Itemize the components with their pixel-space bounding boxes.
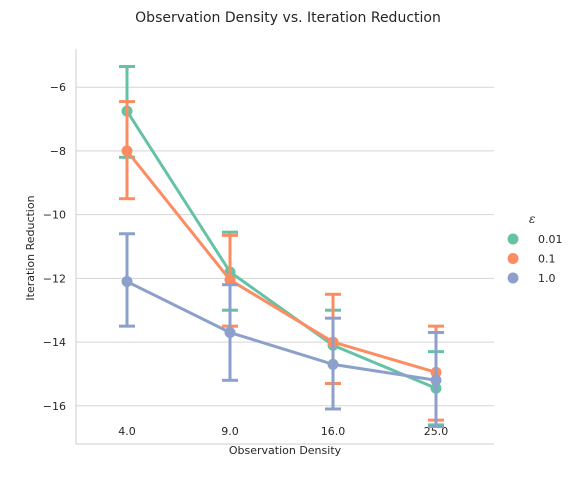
data-point (224, 327, 236, 339)
legend-marker (507, 233, 519, 245)
legend-label: 0.01 (538, 233, 563, 246)
y-tick-label: −6 (50, 81, 66, 94)
y-tick-label: −16 (43, 400, 66, 413)
series-line (125, 149, 437, 374)
legend-item-1.0: 1.0 (507, 272, 556, 285)
legend-items: 0.01 0.1 1.0 (507, 233, 563, 285)
gridlines (76, 86, 494, 407)
series-line (125, 110, 437, 390)
legend-label: 0.1 (538, 253, 556, 266)
legend: ε 0.01 0.1 1.0 (507, 212, 563, 285)
legend-title: ε (529, 212, 535, 226)
chart-title: Observation Density vs. Iteration Reduct… (135, 10, 441, 26)
x-axis-label: Observation Density (229, 444, 342, 457)
x-tick-label: 25.0 (424, 425, 449, 438)
y-axis-label: Iteration Reduction (24, 195, 37, 300)
data-series (119, 65, 444, 428)
axes (75, 49, 494, 445)
x-tick-labels: 4.0 9.0 16.0 25.0 (118, 425, 448, 438)
data-point (327, 358, 339, 370)
series-1.0 (119, 232, 444, 428)
x-tick-label: 4.0 (118, 425, 136, 438)
data-point (121, 276, 133, 288)
legend-item-0.01: 0.01 (507, 233, 563, 246)
y-tick-label: −10 (43, 209, 66, 222)
data-point (121, 145, 133, 157)
x-tick-label: 9.0 (221, 425, 239, 438)
data-point (224, 274, 236, 286)
legend-marker (507, 272, 519, 284)
legend-item-0.1: 0.1 (507, 253, 556, 266)
y-tick-label: −8 (50, 145, 66, 158)
legend-marker (507, 253, 519, 264)
legend-label: 1.0 (538, 272, 556, 285)
series-line (126, 280, 437, 382)
y-tick-labels: −16 −14 −12 −10 −8 −6 (43, 81, 66, 413)
y-tick-label: −14 (43, 336, 66, 349)
data-point (430, 374, 442, 386)
series-0.01 (119, 65, 444, 427)
x-tick-label: 16.0 (321, 425, 346, 438)
y-tick-label: −12 (43, 272, 66, 285)
